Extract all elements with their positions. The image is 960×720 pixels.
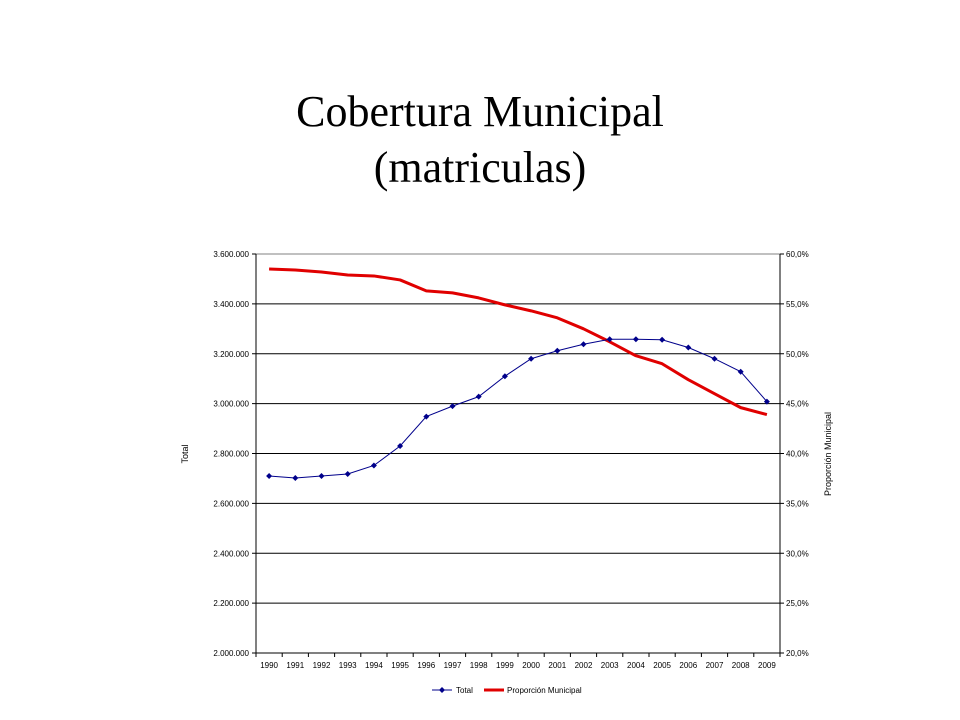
y2-tick-label: 35,0% xyxy=(786,499,809,508)
x-tick-label: 1998 xyxy=(470,661,488,670)
x-tick-label: 2000 xyxy=(522,661,540,670)
x-tick-label: 2003 xyxy=(601,661,619,670)
x-tick-label: 2005 xyxy=(653,661,671,670)
x-tick-label: 1996 xyxy=(417,661,435,670)
data-point-total xyxy=(632,336,639,343)
x-tick-label: 1990 xyxy=(260,661,278,670)
x-tick-label: 2002 xyxy=(575,661,593,670)
y-axis-title: Total xyxy=(180,444,190,463)
slide-title-line-2: (matriculas) xyxy=(373,143,587,192)
y-tick-label: 3.000.000 xyxy=(213,400,249,409)
y2-tick-label: 60,0% xyxy=(786,250,809,259)
y2-tick-label: 50,0% xyxy=(786,350,809,359)
data-point-total xyxy=(370,462,377,469)
data-point-total xyxy=(318,472,325,479)
y-tick-label: 3.400.000 xyxy=(213,300,249,309)
x-tick-label: 2001 xyxy=(548,661,566,670)
legend-marker-total xyxy=(439,687,445,693)
x-tick-label: 1991 xyxy=(286,661,304,670)
y2-axis-title: Proporción Municipal xyxy=(823,412,833,496)
data-point-total xyxy=(580,341,587,348)
x-tick-label: 2008 xyxy=(732,661,750,670)
series-line-proporcion-municipal xyxy=(269,267,768,417)
x-tick-label: 1992 xyxy=(313,661,331,670)
data-point-total xyxy=(423,413,430,420)
data-point-total xyxy=(685,344,692,351)
x-tick-label: 1995 xyxy=(391,661,409,670)
data-point-total xyxy=(711,355,718,362)
data-point-total xyxy=(266,472,273,479)
y2-tick-label: 25,0% xyxy=(786,599,809,608)
legend-label-total: Total xyxy=(456,686,473,695)
slide-title-line-1: Cobertura Municipal xyxy=(296,87,664,136)
data-point-total xyxy=(501,373,508,380)
y2-tick-label: 40,0% xyxy=(786,450,809,459)
legend-label-proporcion-municipal: Proporción Municipal xyxy=(507,686,582,695)
y2-tick-label: 30,0% xyxy=(786,549,809,558)
y-tick-label: 2.800.000 xyxy=(213,450,249,459)
y2-tick-label: 55,0% xyxy=(786,300,809,309)
series-line-total xyxy=(269,338,768,479)
x-tick-label: 2007 xyxy=(706,661,724,670)
data-point-total xyxy=(475,393,482,400)
x-tick-label: 2004 xyxy=(627,661,645,670)
x-tick-label: 1994 xyxy=(365,661,383,670)
y-tick-label: 3.200.000 xyxy=(213,350,249,359)
x-tick-label: 2009 xyxy=(758,661,776,670)
y-tick-label: 2.600.000 xyxy=(213,499,249,508)
data-point-total xyxy=(659,336,666,343)
x-tick-label: 1997 xyxy=(444,661,462,670)
y2-tick-label: 45,0% xyxy=(786,400,809,409)
y2-tick-label: 20,0% xyxy=(786,649,809,658)
slide-title: Cobertura Municipal (matriculas) xyxy=(0,84,960,196)
data-point-total xyxy=(344,470,351,477)
data-point-total xyxy=(737,368,744,375)
data-point-total xyxy=(528,355,535,362)
data-point-total xyxy=(763,398,770,405)
x-tick-label: 1999 xyxy=(496,661,514,670)
data-point-total xyxy=(397,443,404,450)
data-point-total xyxy=(449,403,456,410)
data-point-total xyxy=(554,347,561,354)
x-tick-label: 1993 xyxy=(339,661,357,670)
y-tick-label: 2.000.000 xyxy=(213,649,249,658)
y-tick-label: 3.600.000 xyxy=(213,250,249,259)
data-point-total xyxy=(606,336,613,343)
y-tick-label: 2.200.000 xyxy=(213,599,249,608)
data-point-total xyxy=(292,474,299,481)
y-tick-label: 2.400.000 xyxy=(213,549,249,558)
x-tick-label: 2006 xyxy=(679,661,697,670)
